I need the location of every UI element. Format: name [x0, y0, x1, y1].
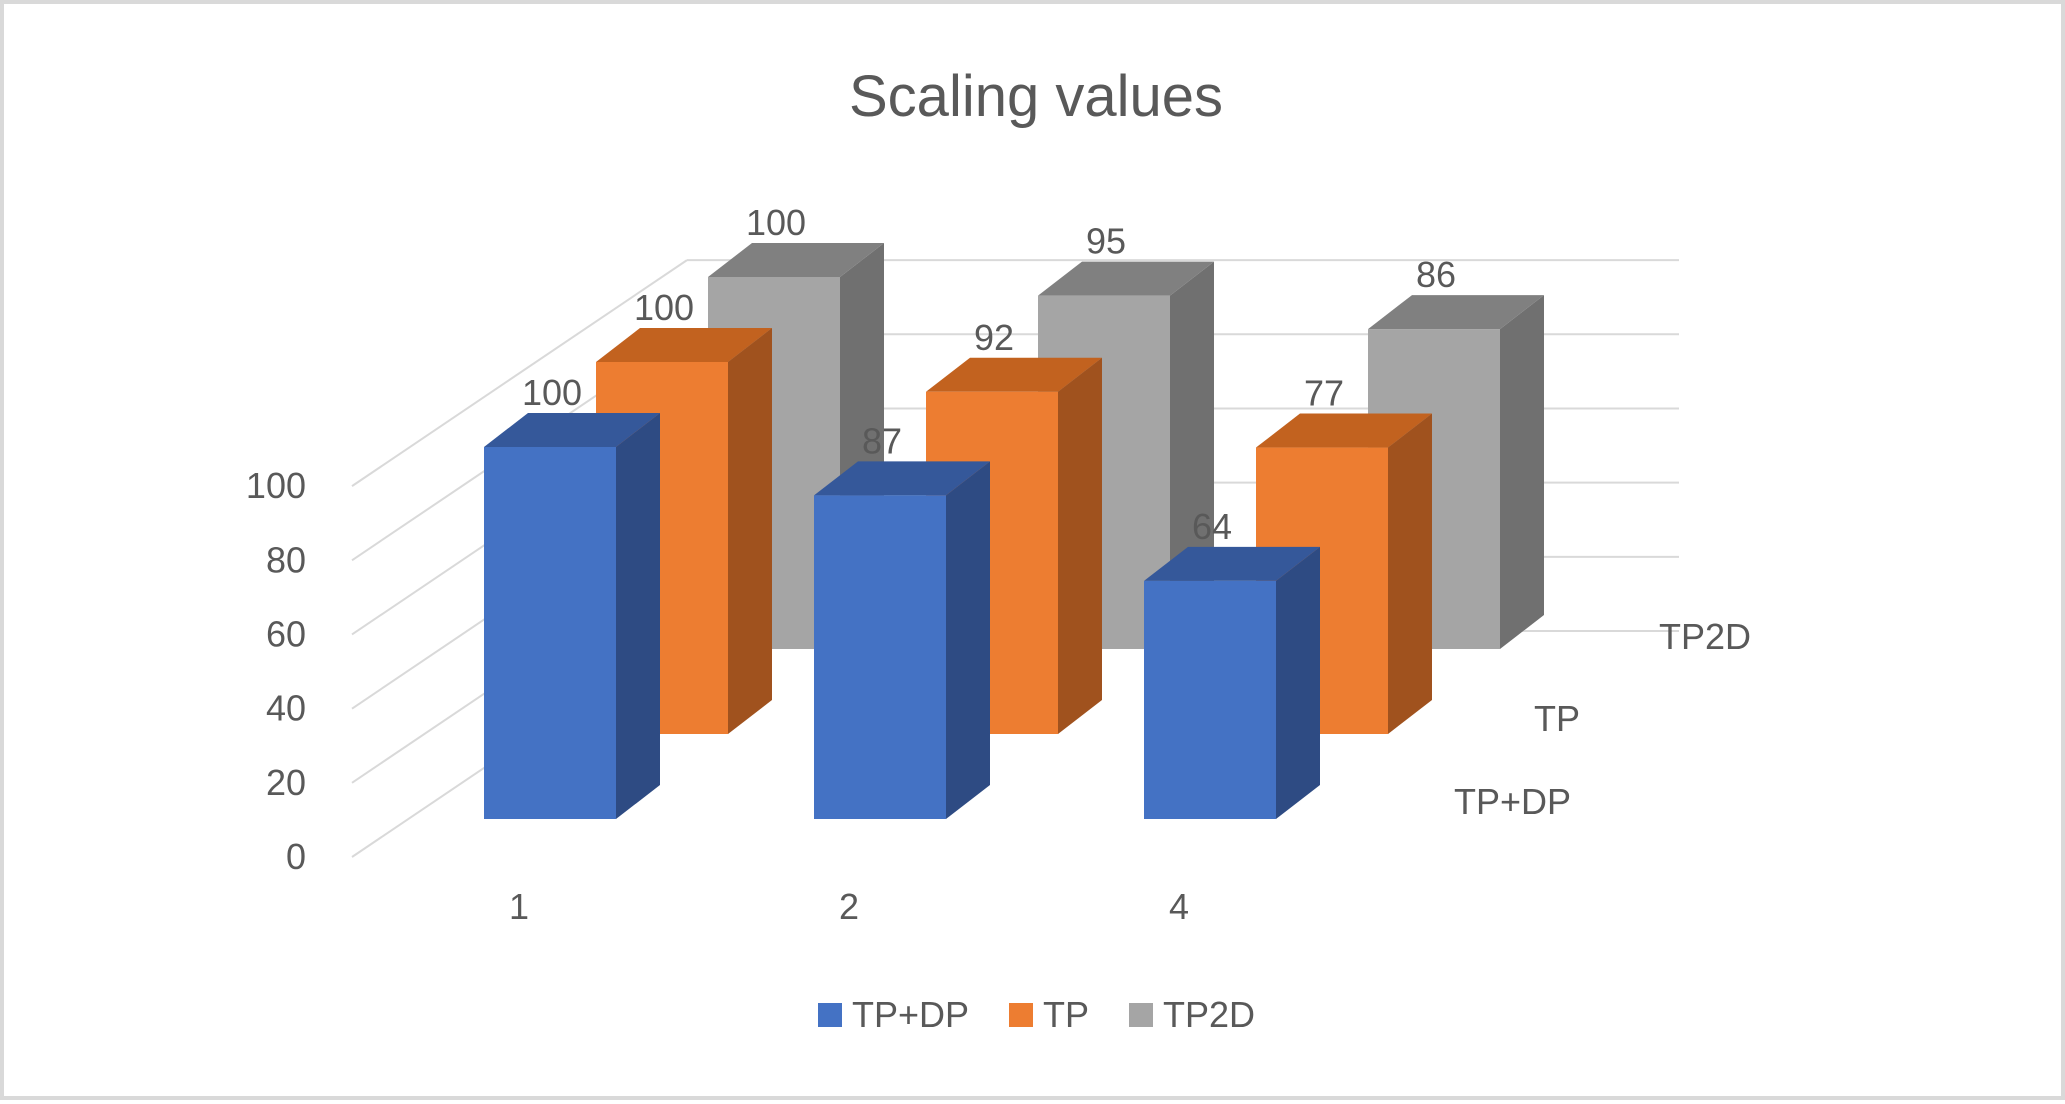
data-label: 77 — [1304, 373, 1344, 414]
data-label: 100 — [522, 372, 582, 413]
data-label: 100 — [746, 202, 806, 243]
y-tick-label: 100 — [246, 465, 306, 506]
chart-title: Scaling values — [849, 64, 1223, 129]
y-tick-label: 40 — [266, 688, 306, 729]
bar-tp-dp-1 — [484, 447, 616, 819]
depth-axis-label: TP — [1534, 698, 1580, 739]
legend-swatch — [1009, 1003, 1033, 1027]
bar-side-tp2d-4 — [1500, 295, 1544, 649]
bar-side-tp-dp-2 — [946, 461, 990, 819]
bar-top-tp2d-2 — [1038, 261, 1214, 296]
legend-swatch — [1129, 1003, 1154, 1027]
bar-top-tp-2 — [926, 357, 1102, 392]
data-label: 64 — [1192, 506, 1232, 547]
data-label: 87 — [862, 420, 902, 461]
bar-tp-dp-4 — [1144, 580, 1276, 819]
data-label: 86 — [1416, 254, 1456, 295]
legend-item: TP2D — [1129, 994, 1255, 1036]
bar-top-tp-4 — [1256, 413, 1432, 448]
data-label: 92 — [974, 317, 1014, 358]
bar-side-tp-dp-4 — [1276, 546, 1320, 819]
x-tick-label: 4 — [1169, 886, 1189, 927]
bar-top-tp2d-1 — [708, 243, 884, 277]
gridline-side — [351, 259, 688, 487]
y-tick-label: 20 — [266, 762, 306, 803]
data-label: 95 — [1086, 221, 1126, 262]
bar-top-tp-dp-4 — [1144, 546, 1320, 581]
y-tick-label: 0 — [286, 836, 306, 877]
legend-label: TP — [1043, 994, 1090, 1035]
x-tick-label: 2 — [839, 886, 859, 927]
bar-side-tp-1 — [728, 328, 772, 734]
legend: TP+DP TP TP2D — [4, 994, 2065, 1036]
y-tick-label: 80 — [266, 539, 306, 580]
bar-top-tp-1 — [596, 328, 772, 362]
bar-top-tp-dp-1 — [484, 413, 660, 447]
depth-axis-label: TP+DP — [1454, 781, 1571, 822]
bar-top-tp2d-4 — [1368, 295, 1544, 330]
legend-item: TP — [1009, 994, 1089, 1036]
bar-top-tp-dp-2 — [814, 461, 990, 496]
bar-side-tp-2 — [1058, 357, 1102, 734]
legend-item: TP+DP — [817, 994, 969, 1036]
depth-axis-label: TP2D — [1659, 616, 1751, 657]
legend-label: TP+DP — [851, 994, 969, 1035]
legend-swatch — [817, 1003, 842, 1027]
bar-side-tp-dp-1 — [616, 413, 660, 819]
data-label: 100 — [634, 287, 694, 328]
scaling-values-chart: 0 20 40 60 80 100 100 95 86 100 92 77 100 87 64 1 2 4 TP+D… — [246, 64, 1751, 927]
x-tick-label: 1 — [509, 886, 529, 927]
labels: 0 20 40 60 80 100 100 95 86 100 92 77 100 87 64 1 2 4 TP+D… — [246, 202, 1751, 927]
bars — [484, 243, 1544, 819]
legend-label: TP2D — [1163, 994, 1256, 1035]
bar-tp-dp-2 — [814, 495, 946, 819]
bar-side-tp-4 — [1388, 413, 1432, 734]
y-tick-label: 60 — [266, 613, 306, 654]
